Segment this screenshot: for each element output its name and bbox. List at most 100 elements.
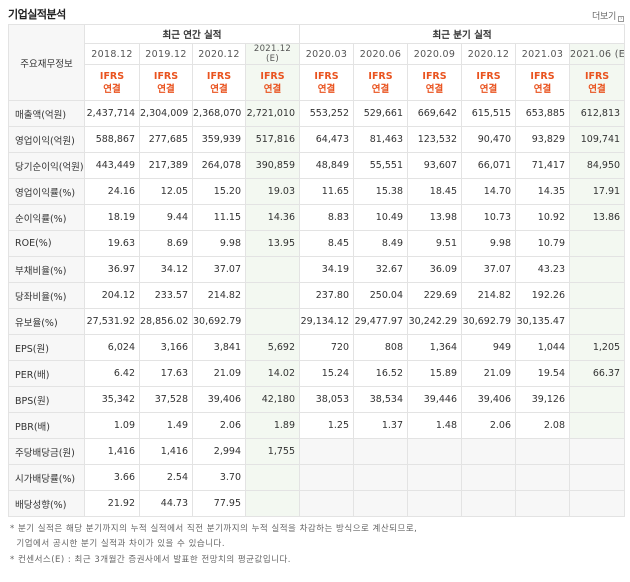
table-cell: 1.48 <box>407 412 462 439</box>
row-label[interactable]: 유보율(%) <box>8 308 85 335</box>
row-label[interactable]: BPS(원) <box>8 386 85 413</box>
table-cell: 443,449 <box>84 152 140 179</box>
table-cell: 204.12 <box>84 282 140 309</box>
period-header: 2020.12 <box>461 43 516 65</box>
table-row: 부채비율(%) 36.97 34.12 37.07 34.19 32.67 36.09 37.… <box>8 256 626 283</box>
chevron-right-icon: › <box>618 15 624 22</box>
standard-consolidated: 연결 <box>533 83 552 95</box>
table-cell: 8.69 <box>139 230 193 257</box>
table-cell: 77.95 <box>192 490 246 517</box>
row-label[interactable]: 영업이익(억원) <box>8 126 85 153</box>
row-label[interactable]: 당기순이익(억원) <box>8 152 85 179</box>
row-label[interactable]: EPS(원) <box>8 334 85 361</box>
more-link[interactable]: 더보기 › <box>592 9 624 22</box>
table-cell: 10.49 <box>353 204 408 231</box>
accounting-standard: IFRS 연결 <box>353 64 408 101</box>
table-cell: 48,849 <box>299 152 354 179</box>
table-cell: 1,416 <box>139 438 193 465</box>
table-cell: 2.06 <box>461 412 516 439</box>
table-cell: 27,531.92 <box>84 308 140 335</box>
table-cell: 2,994 <box>192 438 246 465</box>
table-cell <box>515 490 570 517</box>
table-cell: 3,166 <box>139 334 193 361</box>
period-header: 2021.12 (E) <box>245 43 300 65</box>
table-cell <box>299 464 354 491</box>
table-cell: 30,242.29 <box>407 308 462 335</box>
standard-ifrs: IFRS <box>530 70 555 82</box>
table-cell: 66.37 <box>568 360 626 387</box>
period-header: 2021.06 (E) <box>568 43 626 65</box>
table-cell <box>353 438 408 465</box>
standard-ifrs: IFRS <box>206 70 232 82</box>
table-cell: 1,205 <box>568 334 626 361</box>
more-label: 더보기 <box>592 12 616 22</box>
row-label[interactable]: 부채비율(%) <box>8 256 85 283</box>
standard-ifrs: IFRS <box>153 70 179 82</box>
table-cell: 808 <box>353 334 408 361</box>
table-cell: 615,515 <box>461 100 516 127</box>
table-cell: 15.24 <box>299 360 354 387</box>
standard-ifrs: IFRS <box>314 70 339 82</box>
table-cell: 37,528 <box>139 386 193 413</box>
table-cell <box>407 464 462 491</box>
row-label[interactable]: PBR(배) <box>8 412 85 439</box>
table-row: 배당성향(%) 21.92 44.73 77.95 <box>8 490 626 517</box>
footnote-3: * 컨센서스(E) : 최근 3개월간 증권사에서 발표한 전망치의 평균값입니… <box>10 555 291 565</box>
table-cell: 214.82 <box>192 282 246 309</box>
row-label[interactable]: 영업이익률(%) <box>8 178 85 205</box>
table-cell: 529,661 <box>353 100 408 127</box>
table-cell: 192.26 <box>515 282 570 309</box>
table-cell: 1.49 <box>139 412 193 439</box>
table-cell: 19.54 <box>515 360 570 387</box>
table-cell: 3,841 <box>192 334 246 361</box>
table-cell: 2,368,070 <box>192 100 246 127</box>
row-label[interactable]: 매출액(억원) <box>8 100 85 127</box>
table-cell <box>568 490 626 517</box>
accounting-standard: IFRS 연결 <box>139 64 193 101</box>
standard-ifrs: IFRS <box>476 70 501 82</box>
table-cell: 1.37 <box>353 412 408 439</box>
row-label[interactable]: ROE(%) <box>8 230 85 257</box>
period-header: 2019.12 <box>139 43 193 65</box>
table-cell: 15.20 <box>192 178 246 205</box>
table-cell: 9.98 <box>461 230 516 257</box>
accounting-standard: IFRS 연결 <box>192 64 246 101</box>
table-cell: 30,692.79 <box>192 308 246 335</box>
row-label[interactable]: 배당성향(%) <box>8 490 85 517</box>
table-cell: 13.95 <box>245 230 300 257</box>
table-cell <box>245 490 300 517</box>
financial-table: 주요재무정보 최근 연간 실적 최근 분기 실적 2018.12 2019.12 2… <box>8 24 626 517</box>
table-cell: 30,692.79 <box>461 308 516 335</box>
table-cell <box>299 438 354 465</box>
table-cell: 2.06 <box>192 412 246 439</box>
table-cell: 18.45 <box>407 178 462 205</box>
table-cell <box>568 230 626 257</box>
accounting-standard: IFRS 연결 <box>407 64 462 101</box>
row-label[interactable]: 당좌비율(%) <box>8 282 85 309</box>
standard-ifrs: IFRS <box>99 70 125 82</box>
table-cell: 390,859 <box>245 152 300 179</box>
table-cell: 37.07 <box>461 256 516 283</box>
footnote-2: 기업에서 공시한 분기 실적과 차이가 있을 수 있습니다. <box>10 539 226 549</box>
table-cell: 36.97 <box>84 256 140 283</box>
table-cell <box>568 386 626 413</box>
table-cell: 12.05 <box>139 178 193 205</box>
table-cell: 36.09 <box>407 256 462 283</box>
standard-ifrs: IFRS <box>422 70 447 82</box>
table-cell: 30,135.47 <box>515 308 570 335</box>
period-header: 2018.12 <box>84 43 140 65</box>
standard-ifrs: IFRS <box>368 70 393 82</box>
table-cell: 66,071 <box>461 152 516 179</box>
row-label[interactable]: PER(배) <box>8 360 85 387</box>
table-row: BPS(원) 35,342 37,528 39,406 42,180 38,053 38,5… <box>8 386 626 413</box>
table-cell <box>568 464 626 491</box>
table-cell: 9.51 <box>407 230 462 257</box>
row-label[interactable]: 주당배당금(원) <box>8 438 85 465</box>
table-cell: 34.19 <box>299 256 354 283</box>
table-cell: 90,470 <box>461 126 516 153</box>
table-cell: 21.92 <box>84 490 140 517</box>
standard-ifrs: IFRS <box>584 70 610 82</box>
table-cell: 2,304,009 <box>139 100 193 127</box>
row-label[interactable]: 시가배당률(%) <box>8 464 85 491</box>
row-label[interactable]: 순이익률(%) <box>8 204 85 231</box>
